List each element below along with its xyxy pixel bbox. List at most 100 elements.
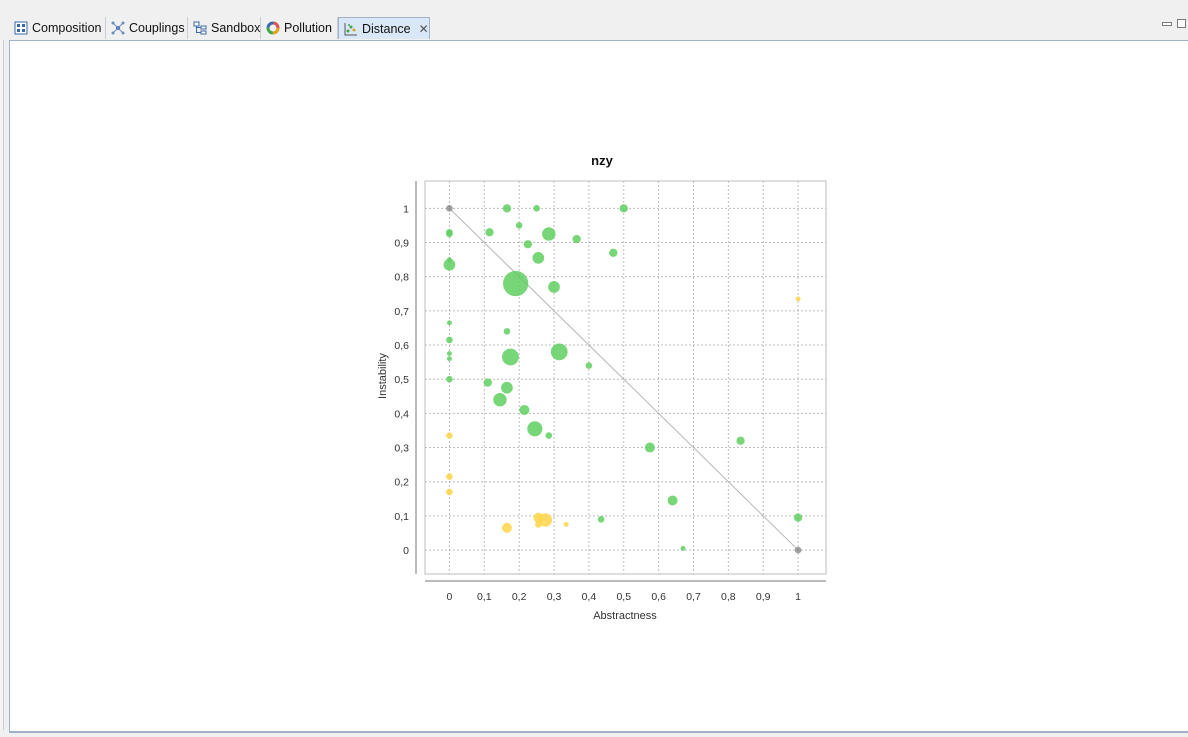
data-point[interactable] <box>532 252 545 264</box>
data-point[interactable] <box>538 513 552 527</box>
tab-label: Composition <box>32 21 102 35</box>
view-controls <box>1162 19 1186 28</box>
data-point[interactable] <box>572 234 581 244</box>
main-sequence-line <box>449 207 799 551</box>
close-icon[interactable]: ✕ <box>418 21 429 36</box>
view-tab-bar: Composition Couplings Sandbox Pollution <box>9 17 1188 41</box>
data-point[interactable] <box>736 436 745 445</box>
tab-label: Pollution <box>284 21 332 35</box>
data-point[interactable] <box>523 240 533 249</box>
y-tick-label: 0,3 <box>394 443 409 455</box>
data-point[interactable] <box>483 378 492 387</box>
data-point[interactable] <box>485 228 494 237</box>
data-point[interactable] <box>563 521 569 527</box>
y-tick-label: 0 <box>403 545 409 557</box>
tab-couplings[interactable]: Couplings <box>106 17 188 39</box>
distance-view: nzy 0 0,1 0,2 0,3 0,4 0,5 0,6 0,7 0,8 0,9 1 0 0,1 0,… <box>9 41 1188 733</box>
x-tick-label: 0,2 <box>512 591 527 603</box>
grid <box>425 181 826 574</box>
x-tick-label: 0,7 <box>686 591 701 603</box>
data-point[interactable] <box>519 404 530 415</box>
y-tick-label: 0,6 <box>394 340 409 352</box>
minimize-icon[interactable] <box>1162 22 1172 26</box>
data-point[interactable] <box>680 545 686 551</box>
data-point[interactable] <box>597 516 605 523</box>
y-tick-label: 0,7 <box>394 306 409 318</box>
data-point[interactable] <box>503 270 529 297</box>
data-point[interactable] <box>545 432 553 439</box>
data-point[interactable] <box>585 362 593 369</box>
points <box>443 204 803 554</box>
tab-pollution[interactable]: Pollution <box>261 17 338 39</box>
data-point[interactable] <box>794 546 802 554</box>
tab-sandbox[interactable]: Sandbox <box>188 17 261 39</box>
tab-label: Sandbox <box>211 21 261 35</box>
data-point[interactable] <box>548 281 560 293</box>
data-point[interactable] <box>443 258 456 271</box>
x-tick-label: 0,6 <box>651 591 666 603</box>
data-point[interactable] <box>501 381 513 394</box>
x-tick-label: 0,8 <box>721 591 736 603</box>
data-point[interactable] <box>533 205 540 212</box>
data-point[interactable] <box>644 442 655 453</box>
data-point[interactable] <box>502 348 519 366</box>
x-tick-label: 1 <box>795 591 801 603</box>
data-point[interactable] <box>446 375 453 383</box>
network-icon <box>111 21 125 35</box>
y-tick-label: 0,2 <box>394 477 409 489</box>
x-tick-label: 0,9 <box>756 591 771 603</box>
data-point[interactable] <box>542 227 556 241</box>
y-axis-label: Instability <box>377 353 389 399</box>
x-tick-label: 0,5 <box>616 591 631 603</box>
y-tick-label: 0,8 <box>394 272 409 284</box>
donut-icon <box>266 21 280 35</box>
distance-chart: nzy 0 0,1 0,2 0,3 0,4 0,5 0,6 0,7 0,8 0,9 1 0 0,1 0,… <box>377 153 827 622</box>
data-point[interactable] <box>493 393 507 407</box>
data-point[interactable] <box>527 421 543 437</box>
axes <box>415 181 826 582</box>
data-point[interactable] <box>446 473 453 480</box>
data-point[interactable] <box>502 204 512 213</box>
y-tick-label: 1 <box>403 203 409 215</box>
left-panel-edge <box>0 40 4 730</box>
hierarchy-icon <box>193 21 207 35</box>
data-point[interactable] <box>609 248 618 257</box>
data-point[interactable] <box>446 320 452 326</box>
data-point[interactable] <box>793 513 803 522</box>
data-point[interactable] <box>619 204 628 213</box>
plot-frame <box>424 180 827 575</box>
tab-label: Couplings <box>129 21 185 35</box>
data-point[interactable] <box>667 495 678 506</box>
data-point[interactable] <box>446 336 453 344</box>
data-point[interactable] <box>446 432 453 439</box>
grid-icon <box>14 21 28 35</box>
x-tick-label: 0,1 <box>477 591 492 603</box>
x-tick-label: 0,3 <box>547 591 562 603</box>
x-tick-label: 0 <box>446 591 452 603</box>
tab-composition[interactable]: Composition <box>9 17 106 39</box>
x-ticks: 0 0,1 0,2 0,3 0,4 0,5 0,6 0,7 0,8 0,9 1 <box>446 591 801 603</box>
scatter-icon <box>344 22 357 35</box>
x-axis-label: Abstractness <box>593 610 657 622</box>
data-point[interactable] <box>446 205 453 212</box>
data-point[interactable] <box>501 522 512 533</box>
y-ticks: 0 0,1 0,2 0,3 0,4 0,5 0,6 0,7 0,8 0,9 1 <box>394 203 409 557</box>
y-tick-label: 0,4 <box>394 408 409 420</box>
data-point[interactable] <box>535 521 542 528</box>
tab-distance[interactable]: Distance ✕ <box>338 17 430 39</box>
data-point[interactable] <box>503 328 511 335</box>
y-tick-label: 0,1 <box>394 511 409 523</box>
y-tick-label: 0,9 <box>394 238 409 250</box>
chart-title: nzy <box>591 153 613 168</box>
data-point[interactable] <box>550 343 568 361</box>
data-point[interactable] <box>446 488 453 496</box>
data-point[interactable] <box>446 356 452 362</box>
data-point[interactable] <box>446 351 452 357</box>
data-point[interactable] <box>515 222 523 229</box>
maximize-icon[interactable] <box>1177 19 1186 28</box>
tab-label: Distance <box>362 21 411 36</box>
data-point[interactable] <box>795 296 801 302</box>
x-tick-label: 0,4 <box>582 591 597 603</box>
data-point[interactable] <box>446 230 453 238</box>
y-tick-label: 0,5 <box>394 374 409 386</box>
